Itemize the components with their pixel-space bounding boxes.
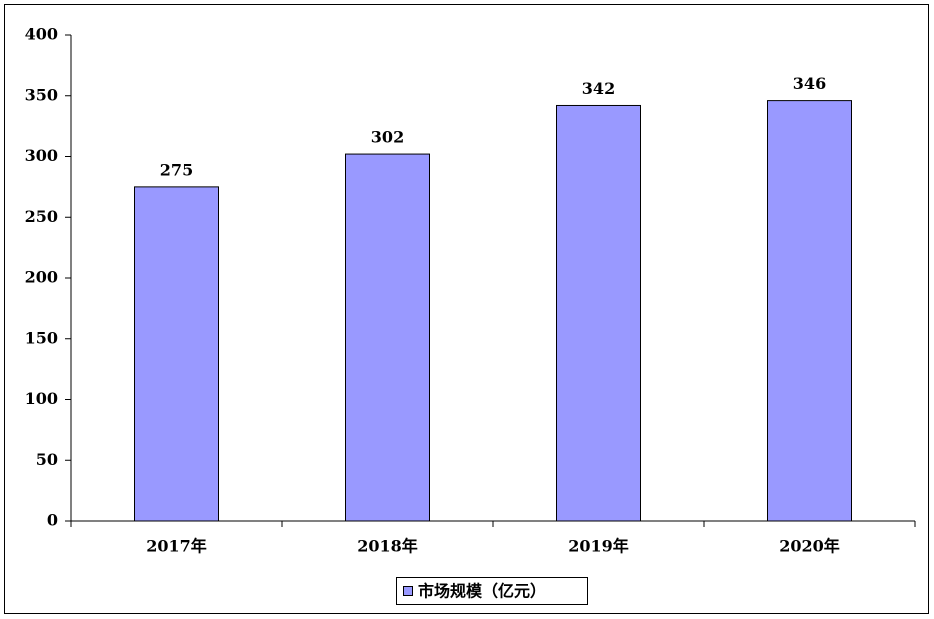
- x-tick-label: 2020年: [779, 537, 840, 556]
- bar: [134, 186, 219, 522]
- bar: [556, 104, 641, 522]
- data-label: 275: [160, 160, 193, 179]
- bar: [767, 100, 852, 522]
- data-label: 346: [793, 74, 826, 93]
- y-tick-label: 400: [25, 25, 58, 44]
- y-tick-label: 350: [25, 85, 58, 104]
- data-label: 342: [582, 79, 615, 98]
- y-tick-label: 100: [25, 389, 58, 408]
- data-label: 302: [371, 128, 404, 147]
- y-tick-label: 150: [25, 328, 58, 347]
- legend-swatch: [403, 586, 413, 596]
- legend-label: 市场规模（亿元）: [418, 582, 546, 601]
- x-tick-label: 2017年: [146, 537, 207, 556]
- y-tick-label: 200: [25, 268, 58, 287]
- x-tick-label: 2018年: [357, 537, 418, 556]
- y-tick-label: 0: [47, 511, 58, 530]
- legend-box: [396, 577, 588, 605]
- x-tick-label: 2019年: [568, 537, 629, 556]
- bar: [345, 153, 430, 522]
- y-tick-label: 250: [25, 207, 58, 226]
- y-tick-label: 300: [25, 146, 58, 165]
- y-tick-label: 50: [36, 450, 58, 469]
